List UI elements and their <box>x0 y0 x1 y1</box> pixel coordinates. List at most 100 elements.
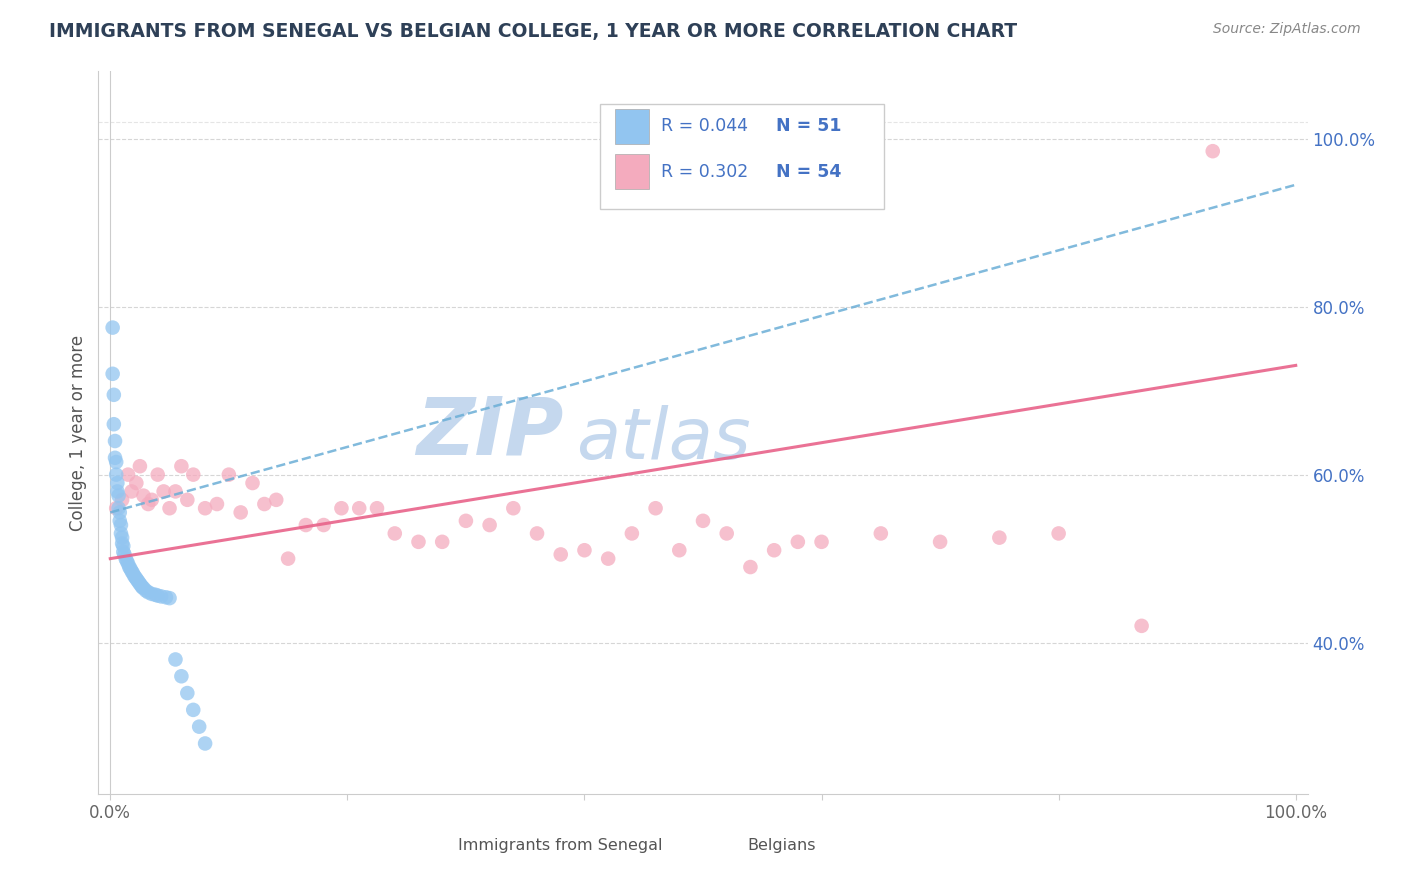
Point <box>502 501 524 516</box>
Bar <box>614 109 648 144</box>
Point <box>112 545 135 559</box>
Point <box>141 492 163 507</box>
Point <box>159 501 181 516</box>
Point <box>103 417 125 432</box>
Point <box>218 467 240 482</box>
Point <box>111 531 134 545</box>
Point <box>229 505 252 519</box>
Point <box>120 562 142 576</box>
Point <box>114 548 136 562</box>
Point <box>194 736 217 750</box>
Point <box>104 434 127 448</box>
Text: Source: ZipAtlas.com: Source: ZipAtlas.com <box>1213 22 1361 37</box>
Point <box>432 534 454 549</box>
Text: atlas: atlas <box>576 405 751 475</box>
Point <box>150 590 173 604</box>
Point <box>121 484 143 499</box>
Point <box>101 367 124 381</box>
Point <box>105 501 128 516</box>
Point <box>107 489 129 503</box>
Point <box>408 534 430 549</box>
Point <box>115 554 138 568</box>
Point <box>112 539 135 553</box>
Bar <box>614 154 648 189</box>
Point <box>740 560 762 574</box>
Point <box>869 526 891 541</box>
Point <box>136 585 159 599</box>
Point <box>124 570 146 584</box>
Point <box>716 526 738 541</box>
Point <box>155 591 177 605</box>
Text: N = 51: N = 51 <box>776 117 841 136</box>
Text: R = 0.044: R = 0.044 <box>661 117 748 136</box>
Y-axis label: College, 1 year or more: College, 1 year or more <box>69 334 87 531</box>
Point <box>105 484 128 499</box>
Point <box>110 526 132 541</box>
Point <box>598 551 620 566</box>
Text: N = 54: N = 54 <box>776 163 841 181</box>
Point <box>103 388 125 402</box>
Bar <box>425 834 449 859</box>
Point <box>810 534 832 549</box>
Point <box>121 564 143 578</box>
Point <box>165 652 187 666</box>
Point <box>763 543 786 558</box>
Point <box>264 492 287 507</box>
Point <box>129 577 152 591</box>
Point <box>176 492 198 507</box>
Point <box>242 476 264 491</box>
Point <box>127 574 149 588</box>
Point <box>146 589 169 603</box>
Point <box>253 497 276 511</box>
Point <box>668 543 690 558</box>
Point <box>988 531 1011 545</box>
Point <box>132 489 155 503</box>
Point <box>1202 144 1225 158</box>
Point <box>692 514 714 528</box>
Text: IMMIGRANTS FROM SENEGAL VS BELGIAN COLLEGE, 1 YEAR OR MORE CORRELATION CHART: IMMIGRANTS FROM SENEGAL VS BELGIAN COLLE… <box>49 22 1018 41</box>
Point <box>110 518 132 533</box>
Point <box>101 320 124 334</box>
Point <box>347 501 370 516</box>
Point <box>132 581 155 595</box>
Text: ZIP: ZIP <box>416 393 564 472</box>
Point <box>146 467 169 482</box>
Point <box>125 572 148 586</box>
Point <box>135 583 157 598</box>
Text: Immigrants from Senegal: Immigrants from Senegal <box>457 838 662 854</box>
Point <box>181 467 204 482</box>
Point <box>136 497 159 511</box>
Point <box>188 720 211 734</box>
Point <box>111 536 134 550</box>
Bar <box>716 834 740 859</box>
Point <box>384 526 406 541</box>
Point <box>111 492 134 507</box>
Point <box>295 518 318 533</box>
Point <box>366 501 388 516</box>
Point <box>1130 619 1153 633</box>
Point <box>277 551 299 566</box>
Point <box>165 484 187 499</box>
Text: R = 0.302: R = 0.302 <box>661 163 748 181</box>
Point <box>108 505 131 519</box>
Point <box>118 560 141 574</box>
Point <box>131 580 153 594</box>
Point <box>117 557 139 571</box>
Point <box>550 548 572 562</box>
Point <box>121 566 143 580</box>
Point <box>574 543 596 558</box>
Point <box>194 501 217 516</box>
Point <box>176 686 198 700</box>
Point <box>129 578 152 592</box>
Point <box>454 514 477 528</box>
Point <box>143 588 166 602</box>
Point <box>125 476 148 491</box>
Point <box>104 450 127 465</box>
Point <box>129 459 152 474</box>
Point <box>644 501 666 516</box>
Point <box>170 459 193 474</box>
Point <box>312 518 335 533</box>
Point <box>105 467 128 482</box>
Point <box>330 501 353 516</box>
Point <box>152 484 174 499</box>
